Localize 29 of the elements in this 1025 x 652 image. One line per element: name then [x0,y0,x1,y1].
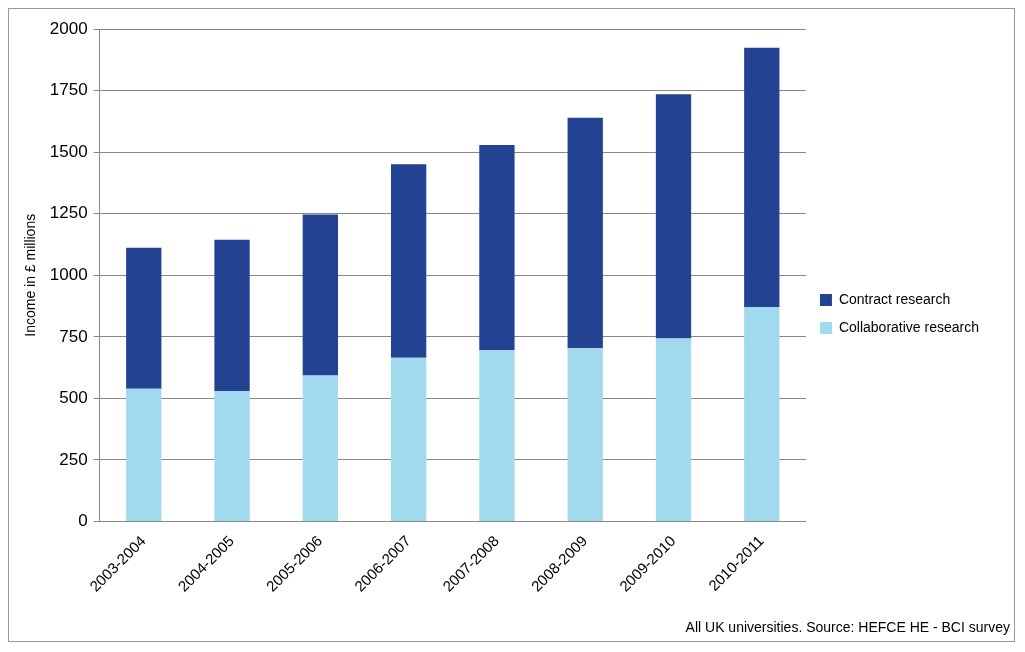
bar [744,47,780,308]
y-tick-label: 500 [59,388,88,408]
bar [390,357,427,522]
text: All UK universities. Source: HEFCE HE - BCI survey [685,619,1010,635]
y-tick-label: 1000 [49,264,88,284]
bar [302,375,338,522]
bar [126,247,162,389]
y-tick-label: 1500 [49,141,88,161]
bar [479,145,515,350]
bar [214,391,250,522]
legend-label: Contract research [838,290,951,307]
bar [744,307,780,522]
bar [655,94,692,339]
bar [479,349,515,522]
y-tick-label: 1250 [49,203,88,223]
y-tick-label: 250 [59,449,88,469]
legend-label: Collaborative research [838,318,980,335]
bar [567,348,603,522]
y-tick-label: 750 [59,326,88,346]
bar [390,164,427,358]
bar [214,239,250,392]
bar [567,117,603,349]
y-tick-label: 2000 [49,18,88,38]
y-tick-label: 1750 [49,80,88,100]
y-tick-label: 0 [78,511,88,531]
bar [302,214,338,376]
bar [126,388,162,522]
bar [655,338,692,522]
y-axis-title: Income in £ millions [22,213,39,337]
